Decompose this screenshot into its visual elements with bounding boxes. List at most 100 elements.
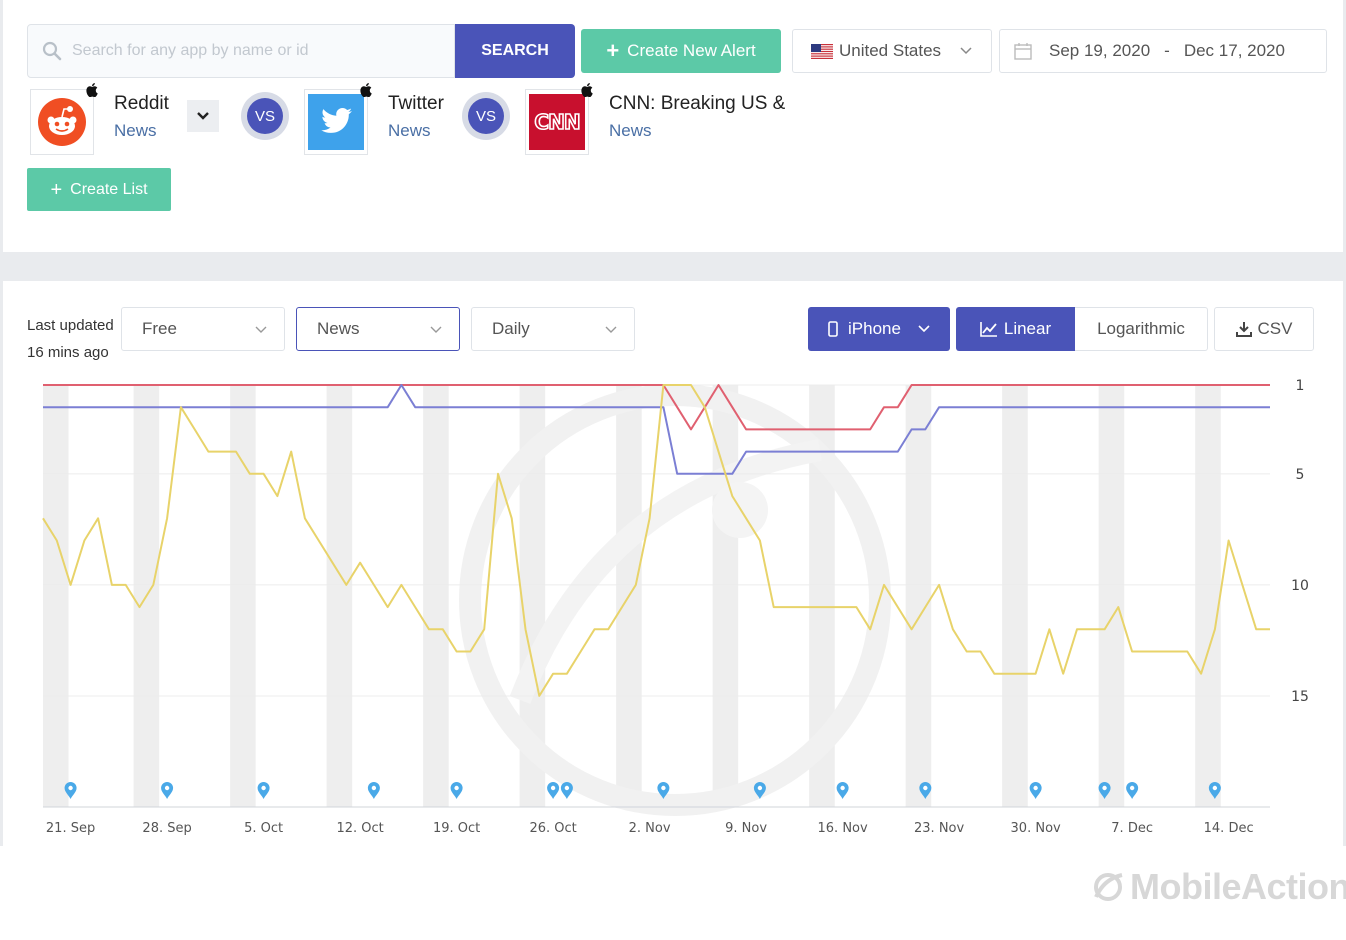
vs-label: VS bbox=[468, 98, 504, 134]
logarithmic-scale-button[interactable]: Logarithmic bbox=[1075, 307, 1208, 351]
series-line-cnn bbox=[43, 384, 1270, 431]
x-tick-label: 14. Dec bbox=[1204, 821, 1254, 836]
marker-pin bbox=[547, 782, 560, 799]
marker-dot bbox=[564, 785, 570, 791]
event-marker-icon[interactable] bbox=[1208, 782, 1221, 799]
logarithmic-scale-label: Logarithmic bbox=[1097, 319, 1185, 338]
marker-dot bbox=[454, 785, 459, 791]
brand-name: MobileAction bbox=[1130, 866, 1346, 907]
x-tick-label: 21. Sep bbox=[46, 821, 95, 836]
marker-pin bbox=[1208, 782, 1221, 799]
chevron-down-icon bbox=[960, 47, 972, 55]
us-flag-icon bbox=[811, 43, 833, 59]
event-marker-icon[interactable] bbox=[547, 782, 560, 799]
event-marker-icon[interactable] bbox=[753, 782, 766, 799]
marker-pin bbox=[161, 782, 174, 799]
event-marker-icon[interactable] bbox=[257, 782, 270, 799]
date-range-picker[interactable]: Sep 19, 2020 - Dec 17, 2020 bbox=[999, 29, 1327, 73]
app-category-twitter: News bbox=[388, 121, 431, 140]
svg-text:CNN: CNN bbox=[534, 110, 579, 134]
marker-dot bbox=[1129, 785, 1135, 791]
device-select[interactable]: iPhone bbox=[808, 307, 950, 351]
weekend-band bbox=[230, 385, 256, 807]
search-icon bbox=[42, 41, 62, 61]
vs-label: VS bbox=[247, 98, 283, 134]
category-filter-select[interactable]: News bbox=[296, 307, 460, 351]
event-marker-icon[interactable] bbox=[450, 782, 463, 799]
apple-icon bbox=[360, 83, 372, 97]
mobileaction-logo-icon bbox=[1094, 873, 1123, 901]
y-tick-label: 15 bbox=[1291, 689, 1309, 705]
csv-export-button[interactable]: CSV bbox=[1214, 307, 1314, 351]
marker-pin bbox=[919, 782, 932, 799]
country-select[interactable]: United States bbox=[792, 29, 992, 73]
reddit-app-icon[interactable] bbox=[30, 89, 94, 155]
x-tick-label: 30. Nov bbox=[1011, 821, 1061, 836]
last-updated-info: Last updated 16 mins ago bbox=[27, 312, 114, 366]
marker-pin bbox=[367, 782, 380, 799]
price-filter-value: Free bbox=[142, 319, 177, 338]
marker-dot bbox=[261, 785, 266, 791]
marker-dot bbox=[661, 785, 666, 791]
marker-dot bbox=[164, 785, 170, 791]
search-button[interactable]: SEARCH bbox=[455, 24, 575, 78]
cnn-logo-icon: CNN bbox=[529, 94, 585, 150]
cnn-app-icon[interactable]: CNN bbox=[525, 89, 589, 155]
weekend-band bbox=[1002, 385, 1028, 807]
interval-filter-value: Daily bbox=[492, 319, 530, 338]
event-marker-icon[interactable] bbox=[1098, 782, 1111, 799]
marker-dot bbox=[757, 785, 763, 791]
event-marker-icon[interactable] bbox=[1029, 782, 1042, 799]
date-end[interactable]: Dec 17, 2020 bbox=[1183, 41, 1285, 60]
app-name-twitter[interactable]: Twitter bbox=[388, 93, 444, 114]
linear-scale-label: Linear bbox=[1003, 319, 1052, 338]
interval-filter-select[interactable]: Daily bbox=[471, 307, 635, 351]
chevron-down-icon bbox=[255, 326, 267, 333]
plus-icon: + bbox=[50, 178, 63, 201]
app-name-cnn[interactable]: CNN: Breaking US & bbox=[609, 93, 786, 114]
marker-dot bbox=[923, 785, 928, 791]
event-marker-icon[interactable] bbox=[1126, 782, 1139, 799]
vs-badge: VS bbox=[241, 92, 289, 140]
event-marker-icon[interactable] bbox=[836, 782, 849, 799]
twitter-logo-icon bbox=[308, 94, 364, 150]
search-input[interactable] bbox=[72, 42, 432, 60]
create-alert-button[interactable]: + Create New Alert bbox=[581, 29, 781, 73]
event-marker-icon[interactable] bbox=[560, 782, 573, 799]
event-marker-icon[interactable] bbox=[657, 782, 670, 799]
twitter-app-icon[interactable] bbox=[304, 89, 368, 155]
marker-dot bbox=[840, 785, 845, 791]
weekend-band bbox=[1195, 385, 1221, 807]
price-filter-select[interactable]: Free bbox=[121, 307, 285, 351]
last-updated-label: Last updated bbox=[27, 317, 114, 334]
y-tick-label: 10 bbox=[1291, 578, 1309, 594]
download-icon bbox=[1235, 322, 1252, 337]
weekend-bands bbox=[43, 385, 1221, 807]
event-marker-icon[interactable] bbox=[919, 782, 932, 799]
event-marker-icon[interactable] bbox=[161, 782, 174, 799]
date-start[interactable]: Sep 19, 2020 bbox=[1049, 41, 1151, 60]
x-tick-label: 5. Oct bbox=[244, 821, 283, 836]
date-separator: - bbox=[1164, 41, 1170, 60]
x-tick-label: 12. Oct bbox=[336, 821, 383, 836]
app-options-button[interactable] bbox=[187, 100, 219, 132]
marker-pin bbox=[753, 782, 766, 799]
weekend-band bbox=[43, 385, 69, 807]
series-line-reddit bbox=[42, 384, 1270, 697]
footer-area bbox=[0, 846, 1346, 940]
create-list-button[interactable]: + Create List bbox=[27, 168, 171, 211]
category-filter-value: News bbox=[317, 319, 360, 338]
event-marker-icon[interactable] bbox=[64, 782, 77, 799]
weekend-band bbox=[1098, 385, 1125, 807]
marker-pin bbox=[450, 782, 463, 799]
marker-pin bbox=[657, 782, 670, 799]
app-category-cnn: News bbox=[609, 121, 652, 140]
last-updated-time: 16 mins ago bbox=[27, 344, 109, 361]
marker-pin bbox=[1029, 782, 1042, 799]
app-name-reddit[interactable]: Reddit bbox=[114, 93, 169, 114]
create-list-label: Create List bbox=[70, 180, 148, 198]
linear-scale-button[interactable]: Linear bbox=[956, 307, 1075, 351]
event-marker-icon[interactable] bbox=[367, 782, 380, 799]
search-field[interactable] bbox=[27, 24, 455, 78]
